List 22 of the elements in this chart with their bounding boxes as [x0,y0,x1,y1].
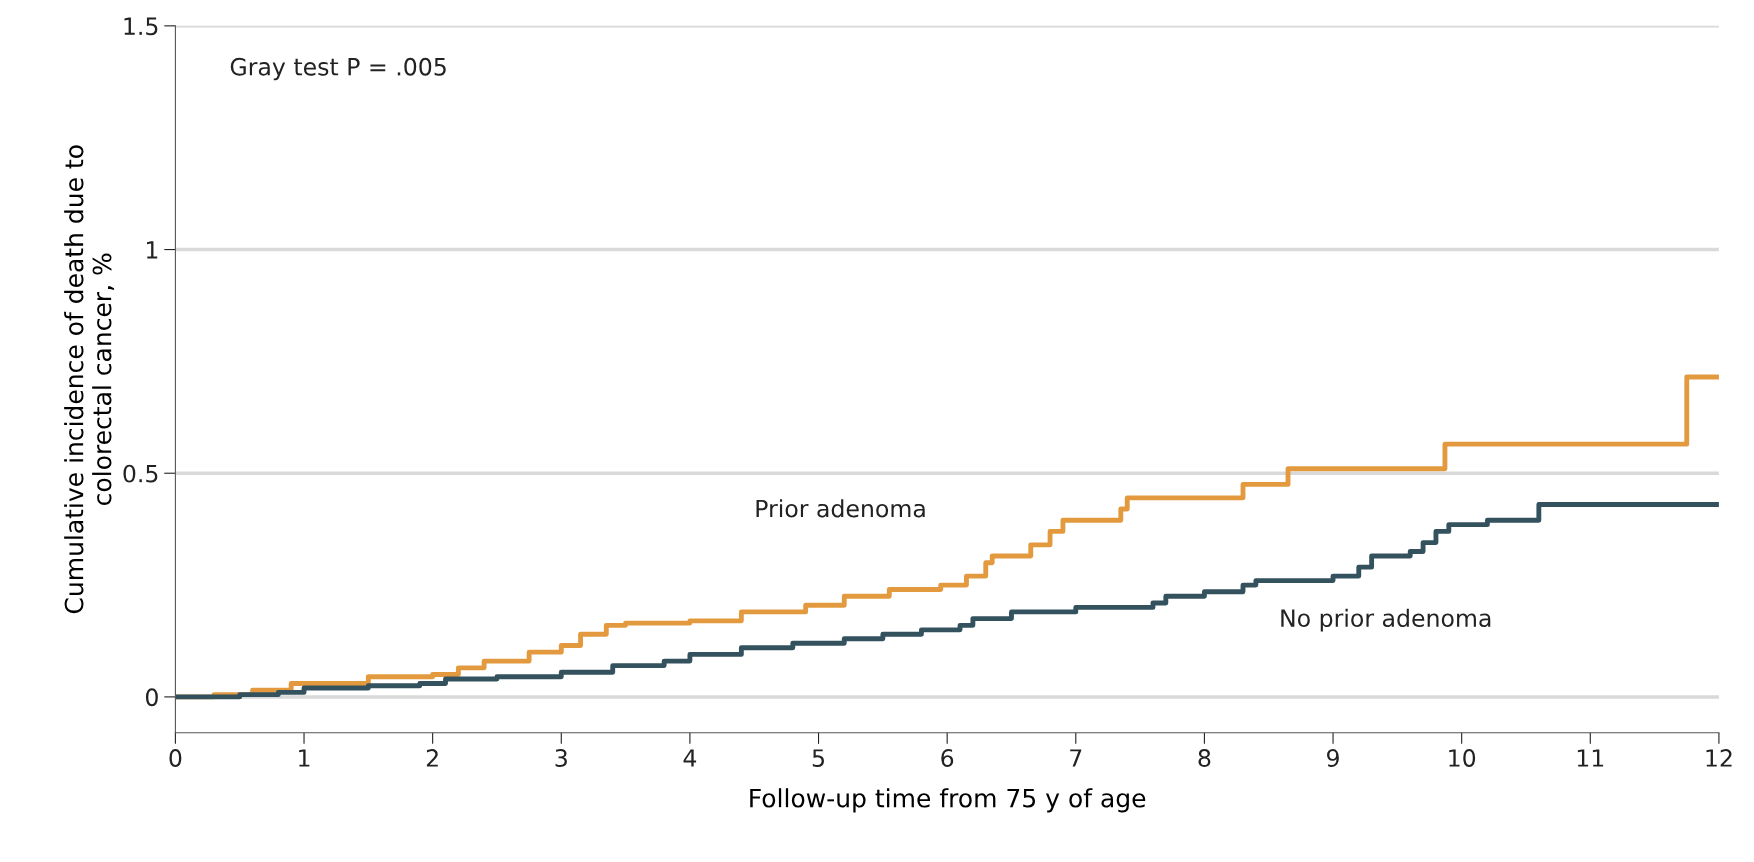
x-tick-label: 0 [169,749,182,767]
x-axis-title: Follow-up time from 75 y of age [750,788,1146,813]
x-tick-label: 5 [812,749,824,767]
text: Prior adenoma [756,499,925,518]
y-tick-label: 1.5 [124,17,158,36]
x-tick-label: 11 [1577,749,1604,767]
x-tick-label: 12 [1706,749,1732,767]
x-tick-label: 10 [1449,749,1476,767]
x-tick-label: 9 [1327,749,1339,767]
series-label: No prior adenoma [1281,608,1491,632]
y-tick-label: 0 [145,688,158,707]
x-tick-label: 8 [1198,749,1211,767]
x-tick-label: 4 [683,749,697,767]
x-tick-label: 2 [426,749,438,767]
x-tick-label: 1 [299,749,310,767]
annotation: Gray test P = .005 [230,57,446,81]
x-tick-label: 3 [555,749,567,767]
y-tick-label: 0.5 [123,464,158,483]
y-axis-title: Cumulative incidence of death due to colorectal cancer, % [64,145,115,614]
x-tick-label: 7 [1070,749,1082,767]
x-tick-label: 6 [941,749,954,767]
y-tick-label: 1 [147,241,158,259]
